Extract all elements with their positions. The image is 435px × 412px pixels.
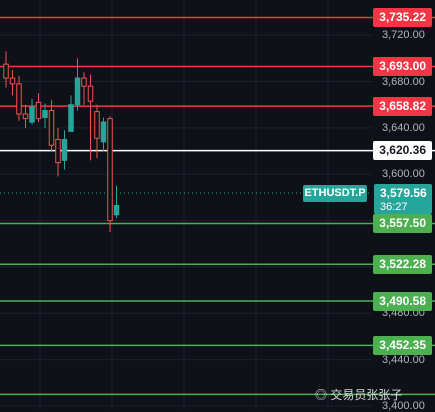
candle-body bbox=[9, 77, 16, 85]
level-tag-support: 3,557.50 bbox=[373, 213, 432, 233]
price-tick: 3,600.00 bbox=[382, 168, 425, 181]
candle-body bbox=[48, 110, 55, 146]
candle-body bbox=[3, 63, 9, 79]
watermark-text: 交易员张张子 bbox=[330, 388, 403, 402]
price-levels bbox=[0, 16, 435, 396]
price-tick: 3,640.00 bbox=[382, 121, 425, 134]
candle-body bbox=[113, 205, 120, 216]
price-tick: 3,400.00 bbox=[382, 400, 425, 412]
candle-body bbox=[107, 118, 113, 222]
candle-body bbox=[22, 113, 29, 120]
candle-body bbox=[87, 85, 94, 102]
price-tick: 3,720.00 bbox=[382, 29, 425, 42]
candle-body bbox=[74, 77, 81, 106]
candle-body bbox=[16, 83, 22, 115]
candle-body bbox=[68, 104, 74, 132]
candle-body bbox=[35, 101, 42, 120]
level-tag-resistance: 3,735.22 bbox=[373, 8, 432, 28]
candle-body bbox=[81, 77, 87, 87]
price-tick: 3,680.00 bbox=[382, 75, 425, 88]
level-tag-resistance: 3,658.82 bbox=[373, 96, 432, 116]
symbol-label: ETHUSDT.P bbox=[303, 185, 367, 202]
level-tag-resistance: 3,693.00 bbox=[373, 56, 432, 76]
chart-grid bbox=[0, 0, 372, 410]
watermark-icon: ◎ bbox=[315, 388, 331, 402]
candle-body bbox=[100, 121, 107, 143]
watermark: ◎ 交易员张张子 bbox=[315, 386, 402, 403]
level-tag-support: 3,490.58 bbox=[373, 291, 432, 311]
candle-body bbox=[29, 106, 35, 123]
candle-body bbox=[61, 138, 68, 161]
candle-body bbox=[55, 138, 61, 164]
current-price-tag: 3,579.56 36:27 bbox=[374, 184, 432, 214]
level-tag-pivot: 3,620.36 bbox=[373, 141, 432, 161]
candles bbox=[3, 51, 120, 233]
bar-countdown: 36:27 bbox=[380, 201, 408, 213]
level-tag-support: 3,522.28 bbox=[373, 254, 432, 274]
candle-body bbox=[94, 111, 100, 139]
candle-body bbox=[42, 110, 48, 118]
current-price: 3,579.56 bbox=[380, 186, 427, 200]
price-tick: 3,440.00 bbox=[382, 353, 425, 366]
level-tag-support: 3,452.35 bbox=[373, 335, 432, 355]
